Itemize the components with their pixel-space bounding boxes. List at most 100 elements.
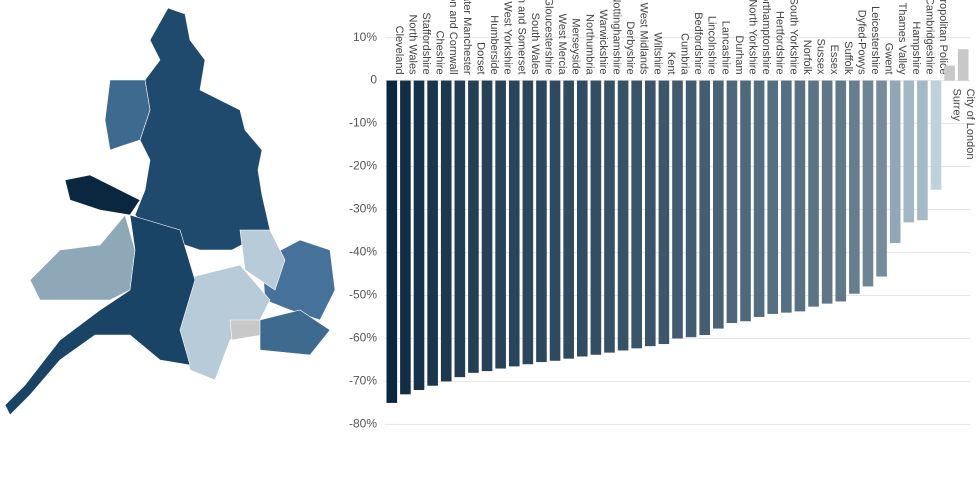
map-region bbox=[259, 309, 331, 356]
bar bbox=[440, 80, 452, 382]
bar bbox=[536, 80, 547, 363]
y-tick-label: 10% bbox=[353, 30, 377, 44]
bar bbox=[563, 80, 574, 359]
bar bbox=[481, 80, 493, 372]
bar bbox=[699, 80, 711, 336]
x-tick-label: Greater Manchester bbox=[461, 0, 473, 75]
x-tick-label: Suffolk bbox=[842, 41, 854, 75]
x-tick-label: Merseyside bbox=[570, 18, 582, 74]
bar bbox=[849, 80, 860, 294]
x-tick-label: Derbyshire bbox=[624, 21, 636, 74]
x-tick-label: West Yorkshire bbox=[502, 1, 514, 74]
x-tick-label: Northamptonshire bbox=[760, 0, 772, 75]
y-tick-label: -40% bbox=[349, 245, 377, 259]
x-tick-label: Bedfordshire bbox=[692, 12, 704, 74]
x-tick-label: Humberside bbox=[488, 15, 500, 74]
x-tick-label: Staffordshire bbox=[420, 12, 432, 74]
y-tick-label: -70% bbox=[349, 374, 377, 388]
x-tick-label: Devon and Cornwall bbox=[447, 0, 459, 75]
bar bbox=[726, 80, 738, 323]
bar bbox=[876, 80, 887, 277]
map-region bbox=[239, 229, 286, 291]
x-tick-label: South Yorkshire bbox=[787, 0, 799, 75]
bar bbox=[944, 65, 955, 81]
x-tick-label: City of London bbox=[964, 89, 976, 160]
x-tick-label: Leicestershire bbox=[869, 6, 881, 74]
bar bbox=[658, 80, 670, 345]
bar bbox=[631, 80, 642, 349]
x-tick-label: Lincolnshire bbox=[706, 16, 718, 75]
bar bbox=[862, 80, 874, 287]
x-tick-label: South Wales bbox=[529, 13, 541, 75]
bar bbox=[821, 80, 833, 304]
x-tick-label: Durham bbox=[733, 35, 745, 74]
x-tick-label: Dorset bbox=[474, 42, 486, 74]
bar bbox=[835, 80, 847, 302]
bar bbox=[400, 80, 411, 395]
map-region bbox=[104, 79, 151, 151]
bar bbox=[903, 80, 915, 223]
y-tick-label: -50% bbox=[349, 288, 377, 302]
x-tick-label: Dyfed-Powys bbox=[855, 10, 867, 75]
y-tick-label: -80% bbox=[349, 417, 377, 431]
x-tick-label: Surrey bbox=[951, 89, 963, 122]
x-tick-label: Cumbria bbox=[679, 33, 691, 75]
bar bbox=[522, 80, 534, 365]
bar bbox=[685, 80, 697, 338]
bar bbox=[617, 80, 629, 351]
bar bbox=[930, 80, 942, 190]
bar bbox=[495, 80, 506, 369]
bar bbox=[576, 80, 588, 357]
bar bbox=[454, 80, 466, 378]
map-region bbox=[29, 214, 136, 301]
x-tick-label: Gloucestershire bbox=[542, 0, 554, 75]
bar bbox=[753, 80, 765, 317]
x-tick-label: West Midlands bbox=[638, 3, 650, 75]
x-tick-label: Warwickshire bbox=[597, 10, 609, 75]
x-tick-label: Sussex bbox=[815, 38, 827, 75]
x-tick-label: Nottinghamshire bbox=[610, 0, 622, 75]
y-tick-label: 0 bbox=[370, 73, 377, 87]
x-tick-label: Cleveland bbox=[393, 26, 405, 75]
map-region bbox=[64, 174, 141, 216]
x-tick-label: Wiltshire bbox=[651, 32, 663, 74]
y-tick-label: -10% bbox=[349, 116, 377, 130]
map-region bbox=[4, 214, 196, 416]
bar bbox=[508, 80, 520, 367]
x-tick-label: Northumbria bbox=[583, 14, 595, 75]
bar bbox=[713, 80, 724, 329]
bar bbox=[889, 80, 901, 244]
bar bbox=[740, 80, 751, 322]
bar bbox=[413, 80, 425, 391]
x-tick-label: Cheshire bbox=[434, 31, 446, 75]
x-tick-label: North Yorkshire bbox=[747, 0, 759, 75]
bar bbox=[917, 80, 928, 221]
y-tick-label: -20% bbox=[349, 159, 377, 173]
bar bbox=[794, 80, 806, 312]
x-tick-label: North Wales bbox=[406, 14, 418, 75]
x-tick-label: Gwent bbox=[883, 43, 895, 75]
x-tick-label: Metropolitan Police bbox=[937, 0, 949, 75]
bar bbox=[468, 80, 479, 373]
bar bbox=[386, 80, 398, 403]
bar bbox=[644, 80, 656, 347]
x-tick-label: Hertfordshire bbox=[774, 11, 786, 75]
map-region bbox=[134, 7, 271, 251]
x-tick-label: Cambridgeshire bbox=[923, 0, 935, 75]
bar bbox=[957, 49, 969, 81]
bar bbox=[590, 80, 602, 355]
bar bbox=[767, 80, 779, 314]
x-tick-label: West Mercia bbox=[556, 14, 568, 76]
map-region bbox=[229, 319, 263, 341]
y-tick-label: -60% bbox=[349, 331, 377, 345]
bar bbox=[672, 80, 683, 339]
x-tick-label: Essex bbox=[828, 45, 840, 75]
x-tick-label: Lancashire bbox=[719, 21, 731, 75]
bar bbox=[604, 80, 615, 353]
bar bbox=[808, 80, 819, 307]
x-tick-label: Kent bbox=[665, 52, 677, 75]
x-tick-label: Thames Valley bbox=[896, 3, 908, 75]
bar bbox=[427, 80, 438, 386]
x-tick-label: Hampshire bbox=[910, 21, 922, 74]
